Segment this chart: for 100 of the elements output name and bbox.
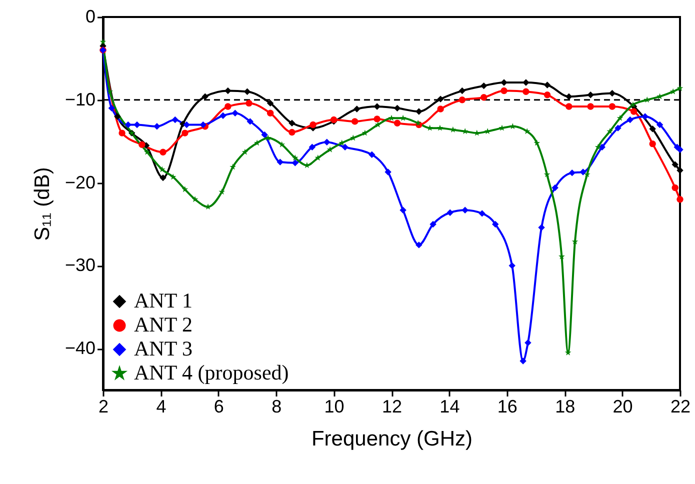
legend-label: ANT 4 (proposed) bbox=[134, 360, 289, 384]
point bbox=[480, 94, 488, 101]
point bbox=[138, 141, 146, 148]
point bbox=[608, 90, 616, 97]
point bbox=[261, 131, 268, 138]
point bbox=[288, 120, 296, 126]
point bbox=[552, 184, 558, 192]
point bbox=[230, 164, 236, 170]
point bbox=[374, 121, 382, 128]
point bbox=[400, 206, 406, 214]
point bbox=[106, 88, 114, 94]
point bbox=[182, 130, 188, 136]
x-tick-label: 22 bbox=[670, 396, 691, 416]
legend-label: ANT 2 bbox=[134, 312, 193, 336]
point bbox=[524, 128, 530, 134]
point bbox=[500, 79, 508, 86]
point bbox=[416, 242, 422, 248]
point bbox=[616, 114, 624, 121]
point bbox=[224, 103, 232, 110]
point bbox=[266, 110, 274, 116]
point bbox=[509, 123, 516, 130]
x-tick-label: 12 bbox=[382, 396, 402, 416]
point bbox=[192, 196, 198, 202]
point bbox=[566, 93, 572, 100]
point bbox=[672, 184, 678, 192]
point bbox=[587, 103, 594, 110]
x-tick-label: 18 bbox=[555, 396, 576, 416]
y-tick-label: −10 bbox=[64, 89, 96, 110]
point bbox=[626, 116, 634, 124]
x-tick-label: 4 bbox=[156, 396, 166, 416]
legend-label: ANT 1 bbox=[134, 288, 193, 312]
point bbox=[362, 130, 368, 136]
point bbox=[292, 160, 298, 166]
point bbox=[224, 87, 232, 94]
point bbox=[500, 87, 508, 94]
point bbox=[522, 88, 530, 95]
point bbox=[158, 166, 166, 172]
point bbox=[446, 209, 454, 216]
point bbox=[160, 148, 166, 156]
point bbox=[430, 220, 436, 228]
point bbox=[508, 262, 516, 270]
point bbox=[134, 121, 140, 128]
point bbox=[310, 121, 316, 128]
point bbox=[520, 358, 526, 364]
point bbox=[388, 114, 395, 121]
point bbox=[524, 339, 532, 346]
point bbox=[108, 104, 116, 112]
point bbox=[144, 148, 150, 155]
point bbox=[326, 146, 334, 152]
point bbox=[244, 88, 251, 95]
point bbox=[352, 118, 358, 125]
point bbox=[614, 124, 622, 132]
y-tick-label: −40 bbox=[64, 338, 96, 358]
y-axis-title: S₁₁ (dB) bbox=[30, 167, 54, 241]
point bbox=[114, 113, 121, 120]
point bbox=[288, 128, 296, 136]
point bbox=[124, 121, 132, 128]
x-tick-label: 2 bbox=[98, 396, 109, 416]
point bbox=[400, 114, 406, 121]
point bbox=[266, 100, 274, 107]
point bbox=[642, 113, 648, 120]
y-tick-label: 0 bbox=[85, 6, 96, 26]
point bbox=[644, 96, 650, 103]
point bbox=[580, 168, 586, 176]
legend-label: ANT 3 bbox=[134, 336, 193, 360]
point bbox=[368, 151, 376, 158]
point bbox=[676, 146, 684, 153]
point bbox=[544, 171, 550, 178]
point bbox=[232, 110, 238, 117]
point bbox=[594, 144, 602, 150]
point bbox=[436, 124, 444, 131]
x-tick-label: 6 bbox=[214, 396, 224, 416]
point bbox=[426, 124, 434, 131]
point bbox=[182, 186, 188, 192]
point bbox=[437, 96, 444, 102]
point bbox=[183, 121, 190, 128]
point bbox=[462, 128, 468, 134]
point bbox=[568, 169, 576, 176]
point bbox=[354, 106, 360, 112]
point bbox=[437, 106, 444, 112]
point bbox=[118, 130, 126, 136]
point bbox=[324, 138, 330, 146]
point bbox=[656, 121, 664, 128]
point bbox=[278, 141, 286, 148]
x-tick-label: 8 bbox=[272, 396, 282, 416]
x-axis-title: Frequency (GHz) bbox=[311, 428, 473, 450]
x-tick-label: 20 bbox=[612, 396, 633, 416]
x-tick-label: 16 bbox=[497, 396, 518, 416]
y-tick-label: −20 bbox=[64, 172, 96, 192]
point bbox=[160, 174, 166, 182]
point bbox=[242, 148, 248, 155]
point bbox=[584, 171, 590, 178]
point bbox=[522, 79, 530, 86]
point bbox=[649, 126, 656, 132]
point bbox=[170, 174, 176, 180]
point bbox=[534, 140, 540, 146]
point bbox=[478, 210, 486, 217]
point bbox=[649, 140, 656, 148]
point bbox=[458, 96, 466, 104]
point bbox=[374, 116, 380, 122]
